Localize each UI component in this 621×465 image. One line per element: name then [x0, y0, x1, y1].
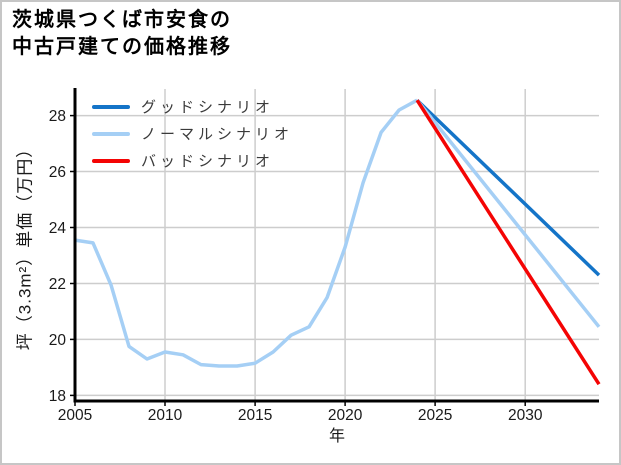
x-tick-label-2005: 2005	[58, 407, 92, 424]
x-tick-label-2030: 2030	[508, 407, 543, 424]
y-tick-label-22: 22	[49, 276, 66, 293]
series-line-historical-price	[74, 98, 418, 368]
legend-label-normal-scenario: ノーマルシナリオ	[141, 126, 294, 143]
legend-label-good-scenario: グッドシナリオ	[141, 99, 275, 116]
bad-scenario-line-swatch-icon	[92, 158, 130, 163]
y-axis-label: 坪（3.3m²）単価（万円）	[15, 139, 35, 351]
legend: グッドシナリオ ノーマルシナリオ バッドシナリオ	[92, 93, 293, 174]
series-line-bad-scenario	[415, 99, 601, 386]
chart-title-line2: 中古戸建ての価格推移	[12, 36, 232, 58]
x-tick-label-2015: 2015	[238, 407, 272, 424]
x-tick-label-2010: 2010	[148, 407, 183, 424]
chart-title-line1: 茨城県つくば市安食の	[12, 9, 232, 31]
y-tick-label-18: 18	[49, 388, 66, 405]
legend-item-good-scenario: グッドシナリオ	[92, 93, 293, 120]
legend-label-bad-scenario: バッドシナリオ	[141, 153, 275, 170]
y-tick-label-24: 24	[49, 220, 67, 237]
good-scenario-line-swatch-icon	[92, 104, 130, 109]
y-tick-label-20: 20	[49, 332, 67, 349]
legend-item-normal-scenario: ノーマルシナリオ	[92, 120, 293, 147]
y-tick-label-28: 28	[49, 108, 66, 125]
x-tick-label-2025: 2025	[418, 407, 452, 424]
y-tick-label-26: 26	[49, 164, 66, 181]
legend-item-bad-scenario: バッドシナリオ	[92, 147, 293, 174]
x-tick-label-2020: 2020	[328, 407, 363, 424]
chart-title: 茨城県つくば市安食の 中古戸建ての価格推移	[12, 7, 232, 61]
series-line-good-scenario	[415, 98, 601, 277]
normal-scenario-line-swatch-icon	[92, 131, 130, 136]
series-line-normal-scenario	[415, 99, 601, 328]
x-axis-label: 年	[328, 428, 345, 445]
